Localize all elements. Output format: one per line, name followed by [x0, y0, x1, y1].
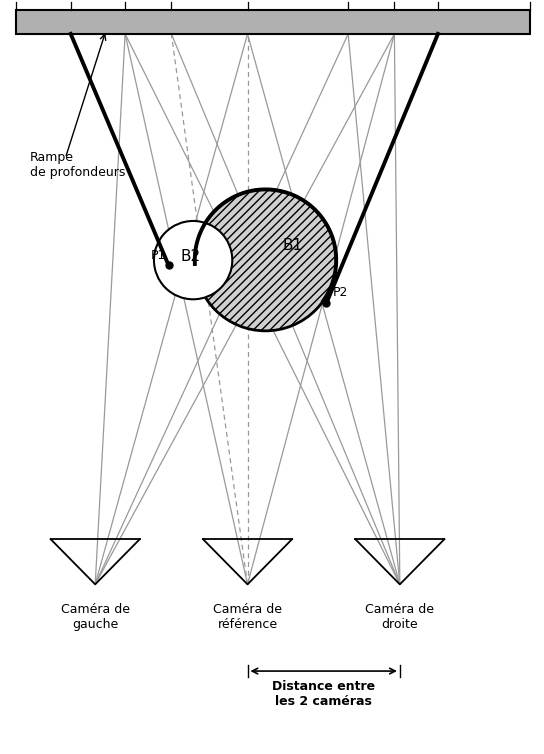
- Text: Distance entre
les 2 caméras: Distance entre les 2 caméras: [272, 680, 375, 708]
- Ellipse shape: [154, 221, 232, 299]
- Text: B2: B2: [181, 249, 200, 264]
- Text: P2: P2: [333, 287, 348, 299]
- Ellipse shape: [195, 189, 336, 331]
- Text: Caméra de
référence: Caméra de référence: [213, 603, 282, 631]
- Text: P1: P1: [151, 249, 166, 262]
- Text: Rampe
de profondeurs: Rampe de profondeurs: [30, 151, 125, 179]
- Text: Caméra de
gauche: Caméra de gauche: [61, 603, 129, 631]
- Text: Caméra de
droite: Caméra de droite: [366, 603, 434, 631]
- Text: B1: B1: [283, 238, 302, 253]
- Bar: [16, 10, 530, 34]
